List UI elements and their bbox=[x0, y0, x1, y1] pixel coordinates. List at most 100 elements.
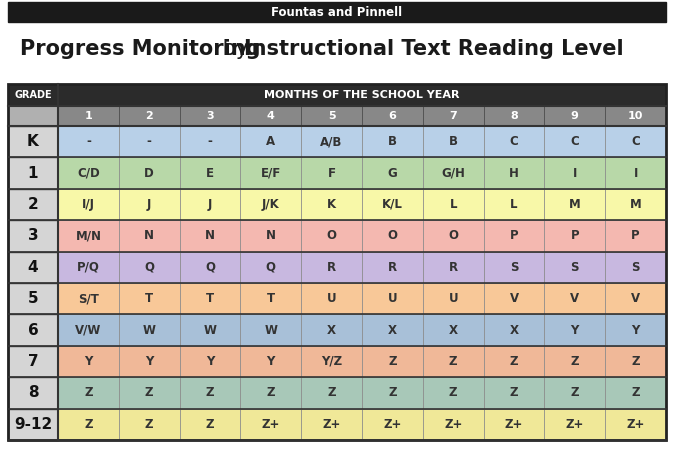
Bar bbox=[545, 346, 605, 377]
Bar bbox=[241, 409, 301, 440]
Text: T: T bbox=[206, 292, 214, 305]
Text: I: I bbox=[634, 167, 638, 180]
Text: S: S bbox=[632, 261, 640, 274]
Bar bbox=[362, 346, 423, 377]
Bar bbox=[423, 315, 484, 346]
Bar bbox=[58, 377, 119, 409]
Bar bbox=[179, 252, 241, 283]
Bar bbox=[58, 106, 119, 126]
Bar bbox=[241, 252, 301, 283]
Text: N: N bbox=[266, 229, 276, 242]
Bar bbox=[8, 377, 58, 409]
Bar bbox=[301, 283, 362, 315]
Text: by: by bbox=[216, 39, 255, 59]
Text: Z: Z bbox=[266, 386, 275, 400]
Text: Z: Z bbox=[206, 386, 214, 400]
Text: Z+: Z+ bbox=[626, 418, 645, 431]
Text: Y: Y bbox=[267, 355, 275, 368]
Bar bbox=[301, 315, 362, 346]
Text: U: U bbox=[388, 292, 397, 305]
Text: Z+: Z+ bbox=[565, 418, 584, 431]
Text: Z: Z bbox=[632, 355, 640, 368]
Text: G/H: G/H bbox=[441, 167, 465, 180]
Text: H: H bbox=[509, 167, 519, 180]
Text: Q: Q bbox=[266, 261, 276, 274]
Bar bbox=[119, 158, 179, 189]
Bar bbox=[484, 106, 545, 126]
Bar bbox=[119, 315, 179, 346]
Bar bbox=[545, 158, 605, 189]
Text: X: X bbox=[510, 324, 518, 336]
Bar bbox=[241, 126, 301, 158]
Bar bbox=[8, 315, 58, 346]
Bar bbox=[58, 126, 119, 158]
Text: C: C bbox=[632, 135, 640, 148]
Bar bbox=[119, 220, 179, 252]
Text: 3: 3 bbox=[206, 111, 214, 121]
Text: D: D bbox=[144, 167, 154, 180]
Bar bbox=[119, 377, 179, 409]
Bar bbox=[301, 377, 362, 409]
Text: V: V bbox=[570, 292, 580, 305]
Text: P: P bbox=[510, 229, 518, 242]
Text: X: X bbox=[449, 324, 458, 336]
Text: L: L bbox=[510, 198, 518, 211]
Text: Z: Z bbox=[571, 355, 579, 368]
Text: Z: Z bbox=[388, 386, 397, 400]
Bar bbox=[301, 106, 362, 126]
Text: B: B bbox=[449, 135, 458, 148]
Text: Z: Z bbox=[328, 386, 336, 400]
Text: Z+: Z+ bbox=[384, 418, 402, 431]
Bar bbox=[119, 126, 179, 158]
Text: N: N bbox=[144, 229, 154, 242]
Text: Z: Z bbox=[571, 386, 579, 400]
Bar bbox=[301, 252, 362, 283]
Text: Z: Z bbox=[206, 418, 214, 431]
Bar bbox=[545, 377, 605, 409]
Bar bbox=[484, 252, 545, 283]
Bar bbox=[8, 409, 58, 440]
Text: P: P bbox=[632, 229, 640, 242]
Bar bbox=[179, 220, 241, 252]
Text: K: K bbox=[27, 134, 39, 149]
Text: Y: Y bbox=[206, 355, 214, 368]
Bar bbox=[58, 346, 119, 377]
Bar bbox=[362, 126, 423, 158]
Text: 7: 7 bbox=[28, 354, 38, 369]
Text: V: V bbox=[631, 292, 640, 305]
Text: X: X bbox=[327, 324, 336, 336]
Text: 5: 5 bbox=[28, 291, 38, 306]
Bar bbox=[8, 189, 58, 220]
Text: Z: Z bbox=[449, 386, 458, 400]
Bar bbox=[58, 220, 119, 252]
Text: Z+: Z+ bbox=[322, 418, 341, 431]
Text: Y: Y bbox=[571, 324, 579, 336]
Text: X: X bbox=[388, 324, 397, 336]
Text: MONTHS OF THE SCHOOL YEAR: MONTHS OF THE SCHOOL YEAR bbox=[264, 90, 460, 100]
Bar bbox=[58, 283, 119, 315]
Bar bbox=[179, 106, 241, 126]
Text: -: - bbox=[147, 135, 152, 148]
Text: Fountas and Pinnell: Fountas and Pinnell bbox=[272, 5, 402, 19]
Bar bbox=[58, 158, 119, 189]
Text: Z: Z bbox=[510, 355, 518, 368]
Bar bbox=[484, 283, 545, 315]
Text: Z+: Z+ bbox=[262, 418, 280, 431]
Text: A/B: A/B bbox=[320, 135, 343, 148]
Text: Q: Q bbox=[205, 261, 215, 274]
Bar bbox=[8, 2, 666, 22]
Bar bbox=[605, 158, 666, 189]
Text: 10: 10 bbox=[628, 111, 643, 121]
Text: Y: Y bbox=[84, 355, 92, 368]
Text: Progress Monitoring: Progress Monitoring bbox=[20, 39, 260, 59]
Text: W: W bbox=[204, 324, 216, 336]
Bar bbox=[301, 158, 362, 189]
Text: 4: 4 bbox=[267, 111, 275, 121]
Text: T: T bbox=[145, 292, 153, 305]
Bar bbox=[241, 220, 301, 252]
Bar bbox=[119, 346, 179, 377]
Text: L: L bbox=[450, 198, 457, 211]
Bar bbox=[8, 84, 58, 106]
Text: T: T bbox=[267, 292, 275, 305]
Bar bbox=[545, 283, 605, 315]
